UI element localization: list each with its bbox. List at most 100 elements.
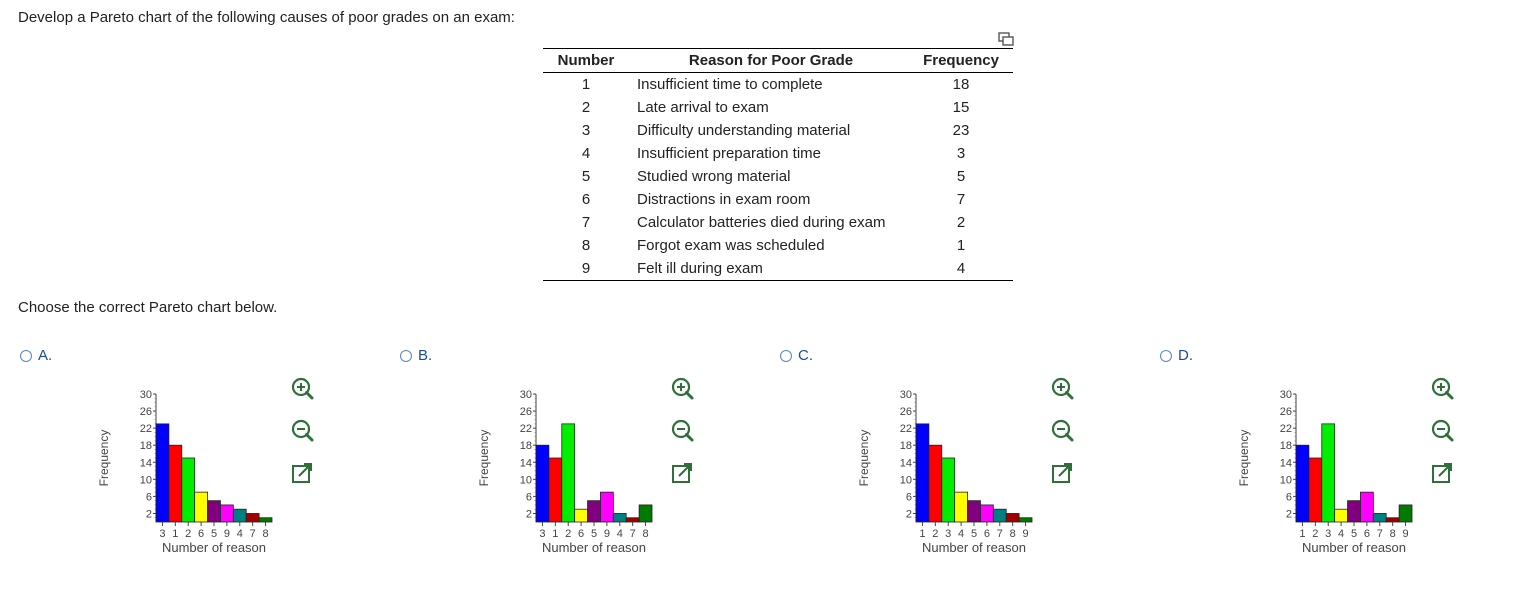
- y-tick-label: 18: [140, 440, 152, 452]
- table-row: 6 Distractions in exam room 7: [543, 188, 1013, 211]
- x-tick-label: 9: [1402, 528, 1408, 540]
- row-reason: Late arrival to exam: [637, 99, 769, 116]
- table-row: 1 Insufficient time to complete 18: [543, 73, 1013, 97]
- option-d-label: D.: [1178, 347, 1193, 364]
- bar: [168, 444, 183, 523]
- bar: [1005, 513, 1020, 523]
- y-tick-label: 30: [1280, 390, 1292, 401]
- row-frequency: 5: [956, 168, 966, 185]
- y-tick-label: 18: [900, 440, 912, 452]
- pop-out-icon[interactable]: [1429, 460, 1455, 486]
- bar: [1018, 517, 1033, 523]
- option-b[interactable]: B.: [400, 347, 432, 364]
- bar: [612, 513, 627, 523]
- zoom-in-icon[interactable]: [289, 376, 315, 402]
- bar: [1360, 491, 1374, 523]
- zoom-in-icon[interactable]: [1049, 376, 1075, 402]
- x-axis-label: Number of reason: [1302, 540, 1406, 555]
- pop-out-icon[interactable]: [289, 460, 315, 486]
- bar: [1334, 508, 1348, 523]
- y-tick-label: 30: [900, 390, 912, 401]
- y-tick-label: 22: [1280, 423, 1292, 435]
- x-tick-label: 3: [539, 528, 545, 540]
- option-b-radio[interactable]: [400, 349, 412, 362]
- row-number: 5: [581, 168, 591, 185]
- row-number: 1: [581, 76, 591, 93]
- row-reason: Felt ill during exam: [629, 257, 909, 281]
- pop-out-icon[interactable]: [1049, 460, 1075, 486]
- row-reason: Distractions in exam room: [637, 191, 811, 208]
- copy-table-icon[interactable]: [998, 32, 1014, 46]
- row-frequency: 4: [909, 257, 1013, 281]
- option-c[interactable]: C.: [780, 347, 813, 364]
- x-tick-label: 8: [262, 528, 268, 540]
- y-tick-label: 18: [1280, 440, 1292, 452]
- y-tick-label: 26: [900, 406, 912, 418]
- option-a[interactable]: A.: [20, 347, 52, 364]
- bar: [954, 491, 968, 523]
- table-row: 8 Forgot exam was scheduled 1: [543, 234, 1013, 257]
- bar: [1295, 444, 1310, 523]
- bar: [548, 457, 563, 523]
- row-reason: Studied wrong material: [637, 168, 791, 185]
- zoom-in-icon[interactable]: [669, 376, 695, 402]
- bar: [1372, 513, 1387, 523]
- zoom-out-icon[interactable]: [289, 418, 315, 444]
- row-number: 6: [581, 191, 591, 208]
- bar: [258, 517, 273, 523]
- row-frequency: 18: [952, 76, 970, 93]
- bar: [535, 444, 550, 523]
- option-d[interactable]: D.: [1160, 347, 1193, 364]
- x-axis-label: Number of reason: [162, 540, 266, 555]
- x-tick-label: 4: [617, 528, 623, 540]
- bar: [600, 491, 614, 523]
- bar: [220, 504, 234, 523]
- row-number: 2: [581, 99, 591, 116]
- y-tick-label: 6: [1286, 491, 1292, 503]
- bar: [561, 423, 576, 523]
- x-tick-label: 1: [919, 528, 925, 540]
- bar: [967, 500, 981, 523]
- y-tick-label: 10: [140, 474, 152, 486]
- x-tick-label: 4: [237, 528, 243, 540]
- x-tick-label: 8: [1010, 528, 1016, 540]
- zoom-in-icon[interactable]: [1429, 376, 1455, 402]
- bar: [1308, 457, 1323, 523]
- table-row: 7 Calculator batteries died during exam 2: [543, 211, 1013, 234]
- x-tick-label: 5: [211, 528, 217, 540]
- question-text: Develop a Pareto chart of the following …: [18, 9, 515, 26]
- header-number: Number: [543, 48, 629, 73]
- x-tick-label: 9: [604, 528, 610, 540]
- zoom-out-icon[interactable]: [669, 418, 695, 444]
- row-frequency: 15: [952, 99, 970, 116]
- x-tick-label: 7: [1377, 528, 1383, 540]
- y-tick-label: 14: [520, 457, 532, 469]
- bar: [1398, 504, 1413, 523]
- zoom-out-icon[interactable]: [1049, 418, 1075, 444]
- y-tick-label: 14: [140, 457, 152, 469]
- x-tick-label: 6: [1364, 528, 1370, 540]
- option-a-radio[interactable]: [20, 349, 32, 362]
- x-tick-label: 4: [1338, 528, 1344, 540]
- zoom-out-icon[interactable]: [1429, 418, 1455, 444]
- row-reason: Forgot exam was scheduled: [637, 237, 825, 254]
- y-tick-label: 10: [520, 474, 532, 486]
- option-d-radio[interactable]: [1160, 349, 1172, 362]
- pop-out-icon[interactable]: [669, 460, 695, 486]
- choose-prompt: Choose the correct Pareto chart below.: [18, 299, 278, 316]
- bar: [928, 444, 943, 523]
- x-tick-label: 2: [565, 528, 571, 540]
- row-number: 4: [581, 145, 591, 162]
- bar: [194, 491, 208, 523]
- y-tick-label: 26: [140, 406, 152, 418]
- x-tick-label: 3: [159, 528, 165, 540]
- bar: [1321, 423, 1336, 523]
- y-tick-label: 2: [906, 508, 912, 520]
- y-axis-label: Frequency: [477, 430, 491, 487]
- row-number: 8: [581, 237, 591, 254]
- row-frequency: 1: [956, 237, 966, 254]
- bar: [587, 500, 601, 523]
- option-c-radio[interactable]: [780, 349, 792, 362]
